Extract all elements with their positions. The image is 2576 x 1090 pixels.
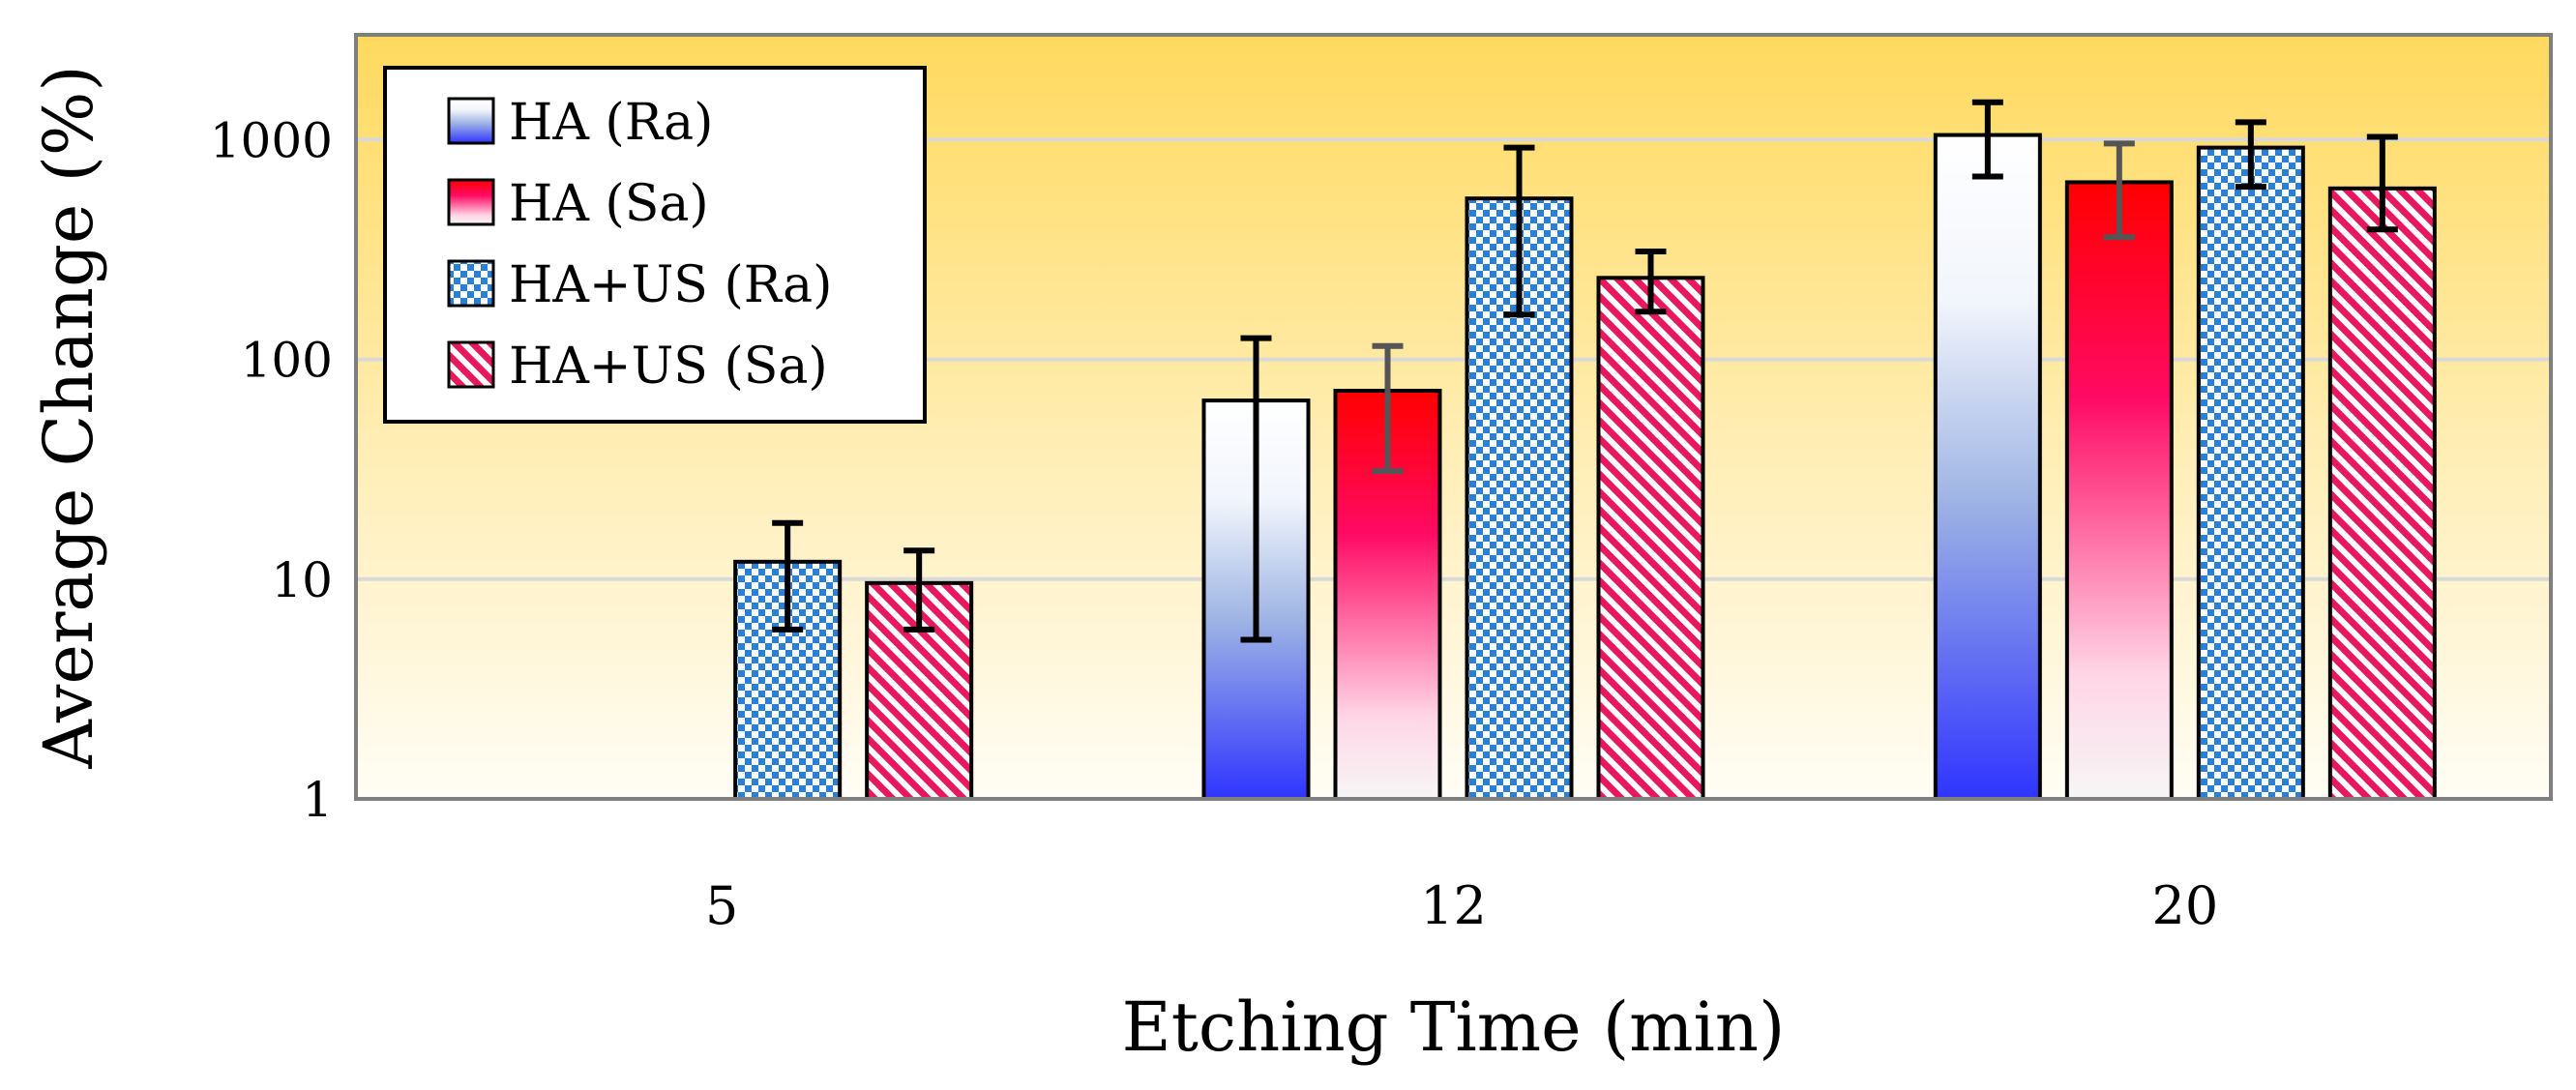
x-tick-label: 12: [1420, 875, 1487, 936]
plot-frame: [354, 33, 2553, 801]
bar: [1933, 133, 2042, 802]
legend-label: HA+US (Ra): [509, 256, 832, 314]
bar: [2196, 145, 2305, 801]
bar: [2064, 180, 2174, 801]
y-tick-label: 100: [241, 333, 333, 389]
legend-swatch: [447, 340, 495, 389]
legend-swatch: [447, 97, 495, 145]
y-tick-label: 10: [271, 552, 333, 608]
x-axis-title: Etching Time (min): [1122, 987, 1786, 1067]
y-axis-title: Average Change (%): [29, 65, 108, 769]
y-tick-label: 1: [302, 772, 333, 828]
legend-label: HA (Sa): [509, 175, 709, 233]
legend-swatch: [447, 178, 495, 226]
legend-label: HA+US (Sa): [509, 338, 828, 396]
legend-swatch: [447, 259, 495, 308]
x-tick-label: 20: [2151, 875, 2218, 936]
bar: [2327, 186, 2437, 801]
y-tick-label: 1000: [210, 112, 333, 168]
bar: [1596, 276, 1705, 801]
x-tick-label: 5: [705, 875, 738, 936]
legend-label: HA (Ra): [509, 94, 713, 152]
